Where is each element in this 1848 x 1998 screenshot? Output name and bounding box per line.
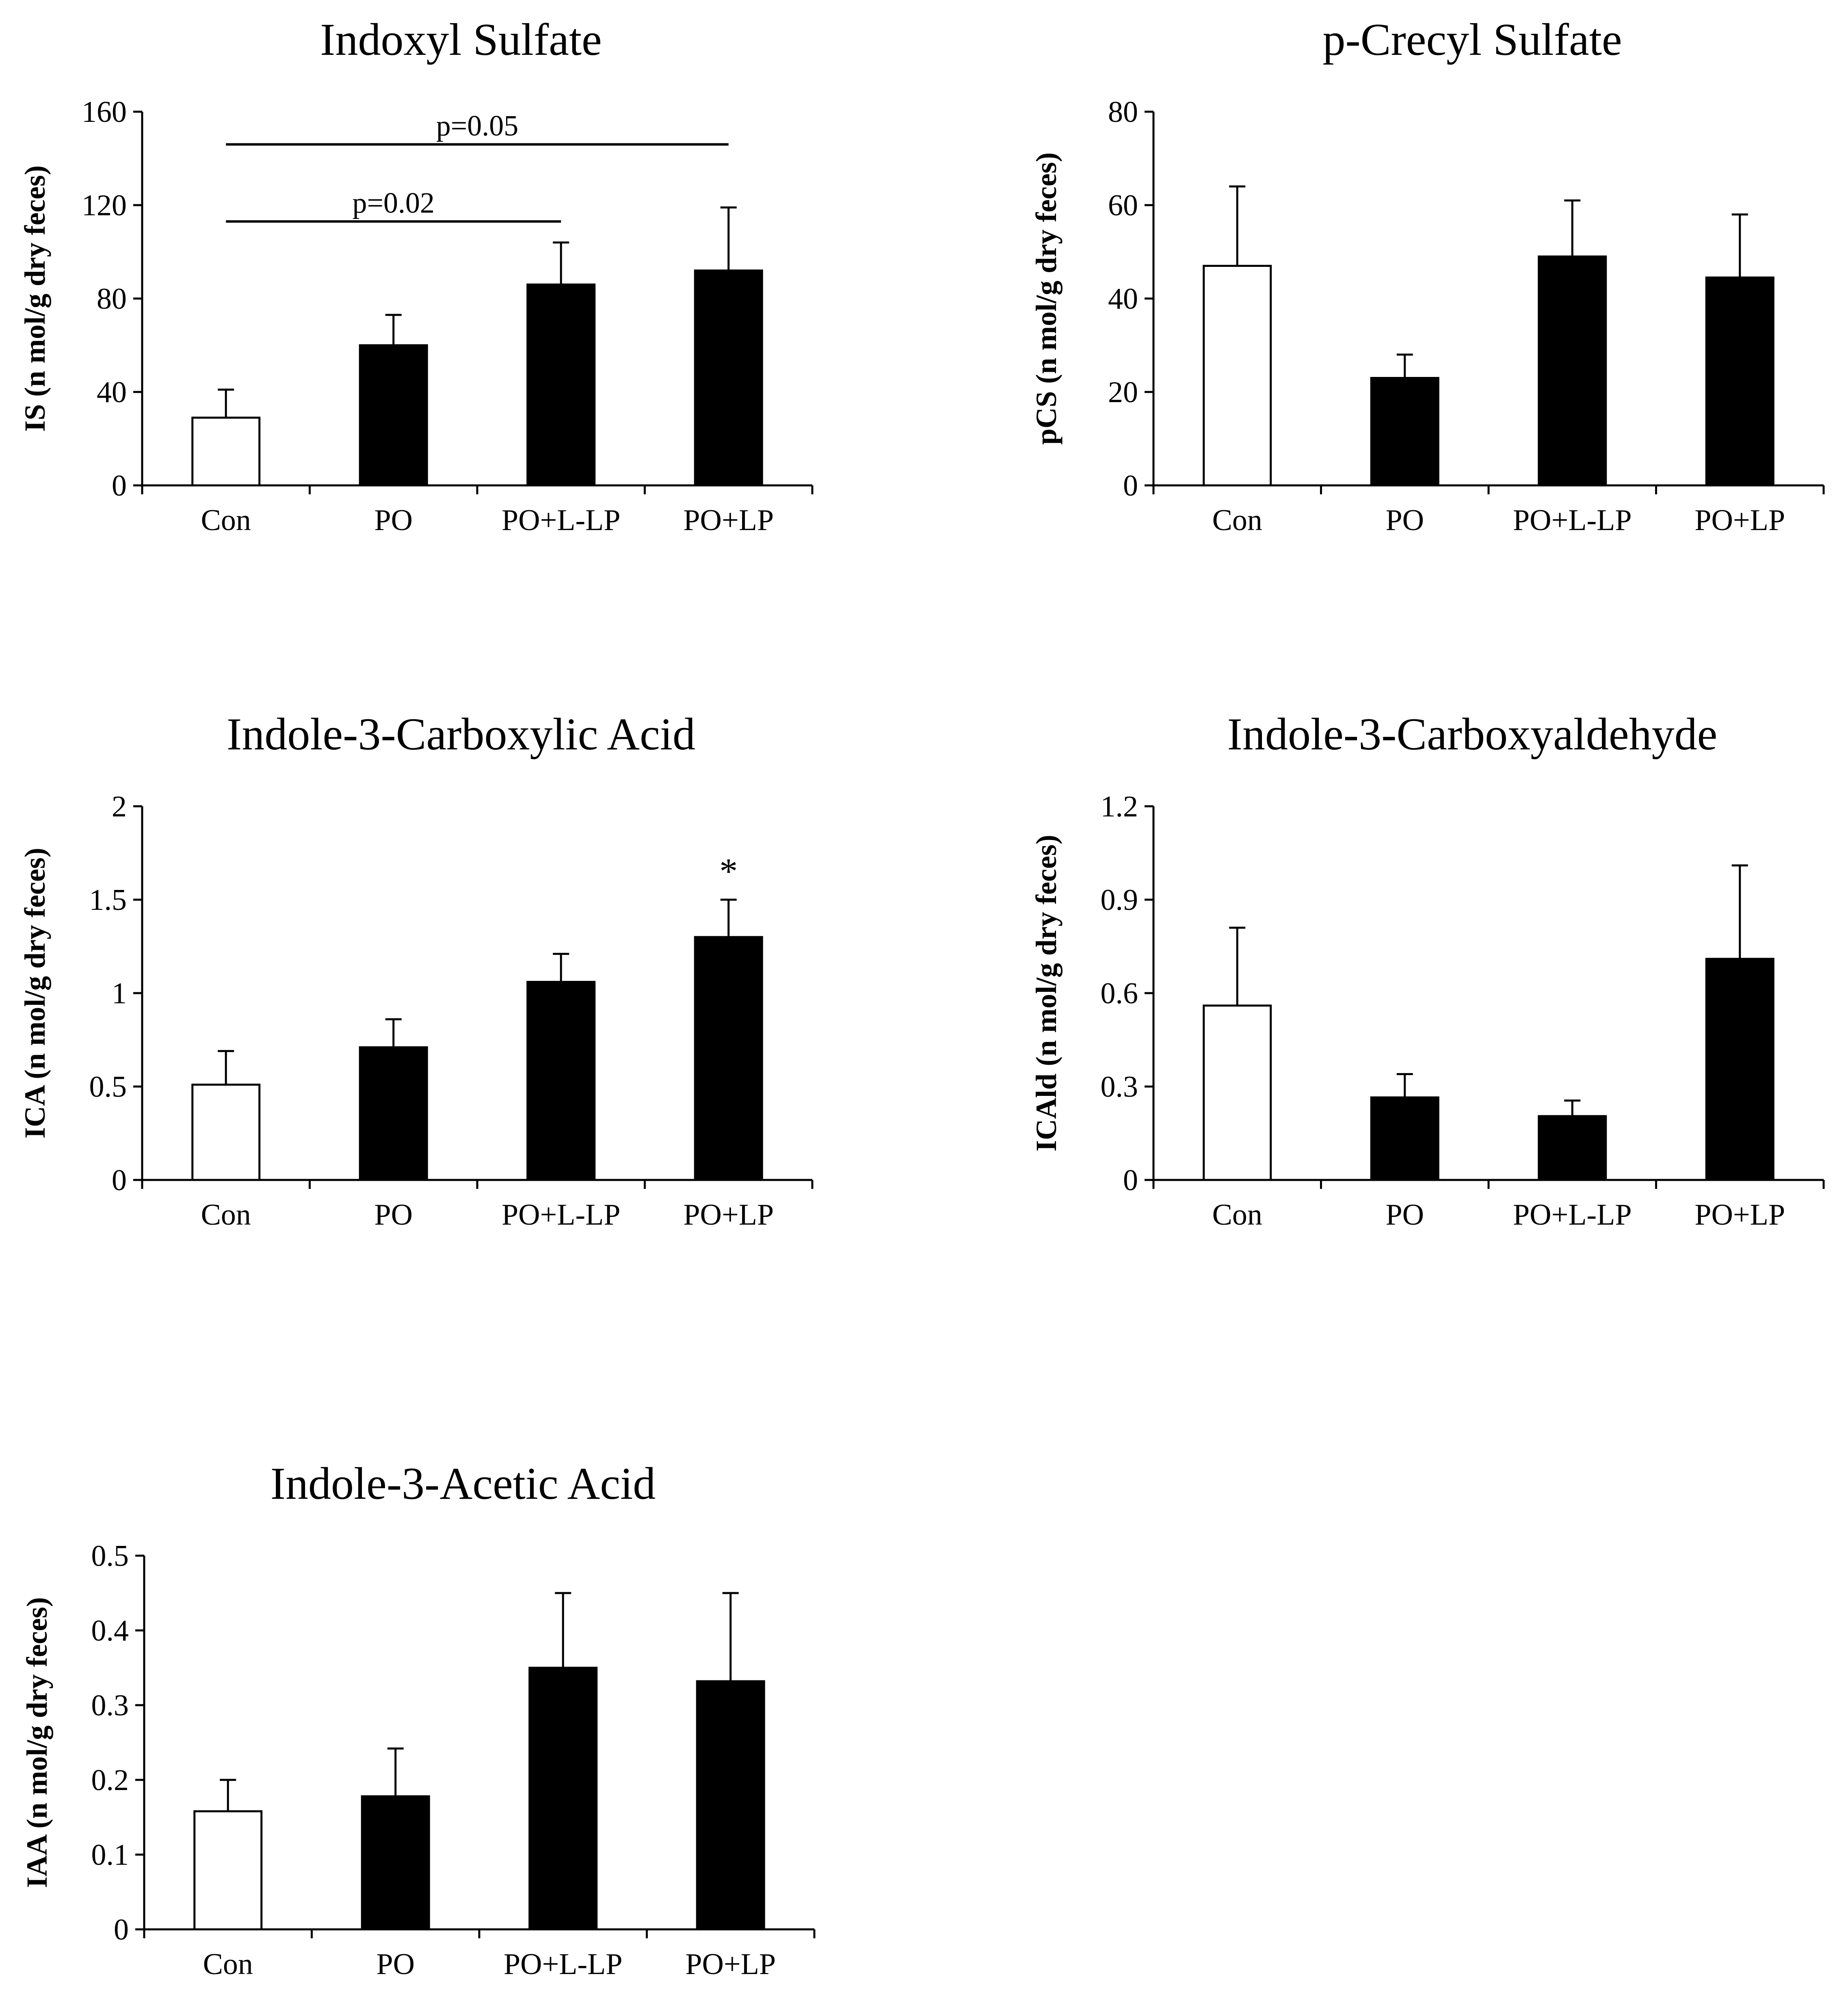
x-category-label: Con xyxy=(1212,1198,1262,1232)
x-category-label: PO xyxy=(1385,504,1424,537)
bar-po xyxy=(361,1795,430,1931)
y-tick-label: 80 xyxy=(97,282,127,316)
y-axis-label: ICA (n mol/g dry feces) xyxy=(19,848,51,1139)
bar-po xyxy=(359,1046,428,1181)
y-tick-label: 0.5 xyxy=(91,1539,129,1573)
y-axis-label: pCS (n mol/g dry feces) xyxy=(1030,152,1062,445)
chart-title: Indoxyl Sulfate xyxy=(320,15,602,65)
y-tick-label: 0.3 xyxy=(91,1689,129,1722)
bar-con xyxy=(191,416,261,487)
bar-po-lp xyxy=(1705,958,1774,1181)
bar-po-l-lp xyxy=(1538,255,1607,487)
y-tick-label: 160 xyxy=(82,95,127,129)
y-tick-label: 0 xyxy=(1123,1164,1138,1197)
chart-title: p-Crecyl Sulfate xyxy=(1322,15,1622,65)
y-tick-label: 40 xyxy=(97,376,127,409)
chart-title: Indole-3-Carboxyaldehyde xyxy=(1227,709,1718,760)
y-tick-label: 0.9 xyxy=(1101,883,1138,917)
y-tick-label: 60 xyxy=(1108,189,1138,222)
chart-title: Indole-3-Carboxylic Acid xyxy=(227,709,695,760)
chart-indoxyl-sulfate: Indoxyl Sulfate IS (n mol/g dry feces) 0 40… xyxy=(19,15,814,537)
y-tick-label: 0 xyxy=(112,469,127,502)
x-category-label: PO+L-LP xyxy=(502,504,621,537)
bar-po xyxy=(359,344,428,487)
x-category-label: PO xyxy=(376,1948,415,1981)
y-tick-label: 0.6 xyxy=(1101,977,1138,1010)
y-tick-label: 120 xyxy=(82,189,127,222)
x-category-label: Con xyxy=(203,1948,253,1981)
significance-star: * xyxy=(719,851,738,892)
x-category-label: PO+L-LP xyxy=(502,1198,621,1232)
y-tick-label: 40 xyxy=(1108,282,1138,316)
x-category-label: PO xyxy=(374,504,413,537)
y-tick-label: 0 xyxy=(1123,469,1138,502)
bar-po-l-lp xyxy=(1538,1115,1607,1181)
y-tick-label: 0 xyxy=(114,1913,129,1946)
x-category-label: Con xyxy=(201,504,251,537)
bar-con xyxy=(1203,265,1272,487)
y-tick-label: 0.4 xyxy=(91,1614,129,1647)
chart-title: Indole-3-Acetic Acid xyxy=(270,1459,656,1509)
y-tick-label: 1.5 xyxy=(89,883,127,917)
x-category-label: PO+LP xyxy=(1694,504,1785,537)
bar-po-l-lp xyxy=(526,981,596,1181)
y-tick-label: 0.5 xyxy=(89,1070,127,1104)
y-tick-label: 0.1 xyxy=(91,1838,129,1872)
bar-po-l-lp xyxy=(526,284,596,487)
y-tick-label: 1.2 xyxy=(1101,790,1138,823)
chart-indole-3-acetic-acid: Indole-3-Acetic Acid IAA (n mol/g dry fec… xyxy=(21,1459,816,1981)
chart-indole-3-carboxyaldehyde: Indole-3-Carboxyaldehyde ICAld (n mol/g d… xyxy=(1030,709,1825,1232)
x-category-label: PO+LP xyxy=(683,1198,774,1232)
y-tick-label: 0.2 xyxy=(91,1764,129,1797)
x-category-label: PO xyxy=(1385,1198,1424,1232)
bar-po-lp xyxy=(1705,276,1774,487)
x-category-label: PO+LP xyxy=(683,504,774,537)
y-tick-label: 20 xyxy=(1108,376,1138,409)
x-category-label: Con xyxy=(201,1198,251,1232)
bar-con xyxy=(1203,1004,1272,1181)
chart-indole-3-carboxylic-acid: Indole-3-Carboxylic Acid ICA (n mol/g dry… xyxy=(19,709,814,1232)
x-category-label: PO xyxy=(374,1198,413,1232)
bar-po-l-lp xyxy=(528,1667,598,1931)
x-category-label: PO+L-LP xyxy=(1513,1198,1632,1232)
bar-po-lp xyxy=(696,1680,765,1931)
y-tick-label: 80 xyxy=(1108,95,1138,129)
x-category-label: PO+LP xyxy=(685,1948,776,1981)
y-axis-label: ICAld (n mol/g dry feces) xyxy=(1030,835,1062,1152)
y-tick-label: 0.3 xyxy=(1101,1070,1138,1104)
bar-po xyxy=(1370,1096,1439,1181)
x-category-label: PO+L-LP xyxy=(504,1948,623,1981)
y-tick-label: 0 xyxy=(112,1164,127,1197)
y-axis-label: IS (n mol/g dry feces) xyxy=(19,165,51,432)
bar-con xyxy=(191,1083,261,1181)
bar-con xyxy=(193,1810,263,1931)
bar-po-lp xyxy=(694,936,763,1181)
x-category-label: PO+L-LP xyxy=(1513,504,1632,537)
bar-po-lp xyxy=(694,269,763,487)
x-category-label: Con xyxy=(1212,504,1262,537)
y-tick-label: 2 xyxy=(112,790,127,823)
x-category-label: PO+LP xyxy=(1694,1198,1785,1232)
significance-label: p=0.02 xyxy=(352,186,435,219)
y-tick-label: 1 xyxy=(112,977,127,1010)
significance-label: p=0.05 xyxy=(436,110,519,142)
y-axis-label: IAA (n mol/g dry feces) xyxy=(21,1597,53,1888)
bar-po xyxy=(1370,377,1439,487)
chart-p-crecyl-sulfate: p-Crecyl Sulfate pCS (n mol/g dry feces) 0… xyxy=(1030,15,1825,537)
